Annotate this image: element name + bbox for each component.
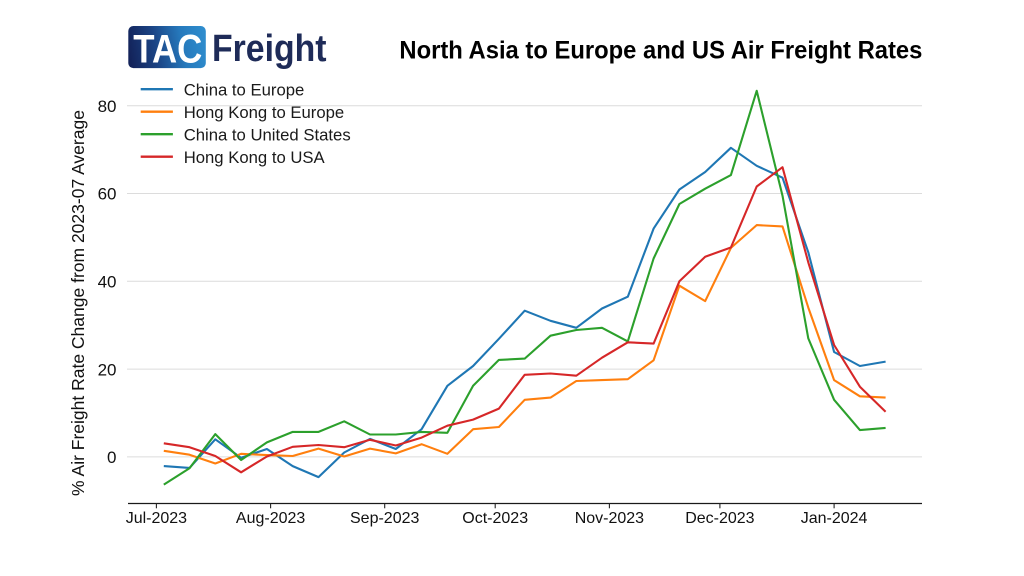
- svg-text:Hong Kong to USA: Hong Kong to USA: [184, 148, 326, 167]
- svg-text:Hong Kong to Europe: Hong Kong to Europe: [184, 103, 345, 122]
- svg-text:40: 40: [98, 273, 117, 292]
- svg-text:Aug-2023: Aug-2023: [236, 510, 305, 527]
- svg-text:60: 60: [98, 185, 117, 204]
- svg-text:Dec-2023: Dec-2023: [685, 510, 754, 527]
- svg-text:China to Europe: China to Europe: [184, 80, 305, 99]
- svg-text:80: 80: [98, 97, 117, 116]
- svg-text:Nov-2023: Nov-2023: [575, 510, 644, 527]
- svg-text:0: 0: [107, 448, 116, 467]
- svg-text:% Air Freight Rate Change from: % Air Freight Rate Change from 2023-07 A…: [68, 110, 88, 496]
- svg-text:Jan-2024: Jan-2024: [801, 510, 868, 527]
- svg-text:Freight: Freight: [212, 28, 327, 70]
- svg-text:TAC: TAC: [133, 27, 202, 71]
- svg-text:20: 20: [98, 360, 117, 379]
- svg-text:North Asia to Europe and US Ai: North Asia to Europe and US Air Freight …: [399, 37, 922, 65]
- svg-text:Jul-2023: Jul-2023: [126, 510, 187, 527]
- svg-text:Oct-2023: Oct-2023: [462, 510, 528, 527]
- svg-text:China to United States: China to United States: [184, 125, 351, 144]
- svg-text:Sep-2023: Sep-2023: [350, 510, 419, 527]
